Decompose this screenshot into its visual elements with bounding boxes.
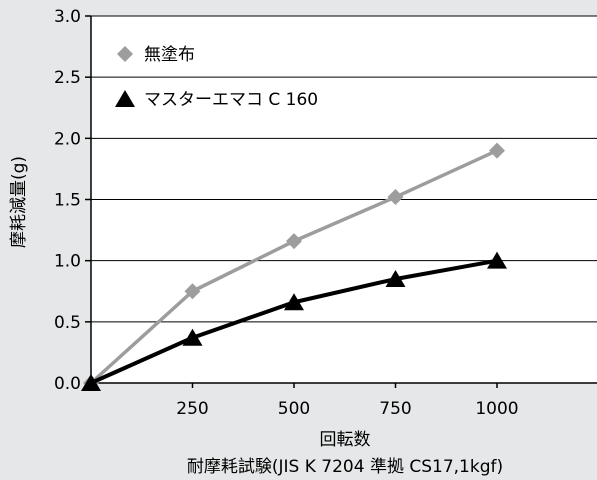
y-tick-label: 0.0 xyxy=(54,374,81,394)
diamond-marker xyxy=(286,233,302,250)
y-tick-label: 3.0 xyxy=(54,7,81,27)
triangle-marker xyxy=(115,90,135,107)
diamond-marker xyxy=(387,189,404,206)
y-tick-label: 1.0 xyxy=(54,252,81,272)
x-tick-label: 500 xyxy=(278,399,310,419)
x-tick-label: 750 xyxy=(379,399,411,419)
y-tick-label: 2.0 xyxy=(54,129,81,149)
x-tick-label: 1000 xyxy=(475,399,518,419)
y-axis-label: 摩耗減量(g) xyxy=(9,156,29,248)
series-2 xyxy=(81,251,507,391)
triangle-marker xyxy=(487,251,507,269)
diamond-marker xyxy=(489,142,505,159)
y-tick-label: 2.5 xyxy=(54,68,81,88)
triangle-marker xyxy=(182,328,203,346)
triangle-marker xyxy=(385,270,406,288)
y-tick-label: 0.5 xyxy=(54,313,81,333)
diamond-marker xyxy=(117,46,133,62)
triangle-marker xyxy=(81,374,101,391)
series-group xyxy=(81,142,507,391)
x-tick-label: 250 xyxy=(176,399,208,419)
triangle-marker xyxy=(284,293,304,311)
chart-caption: 耐摩耗試験(JIS K 7204 準拠 CS17,1kgf) xyxy=(187,457,503,477)
y-tick-labels: 0.0 0.5 1.0 1.5 2.0 2.5 3.0 xyxy=(54,7,91,394)
y-tick-label: 1.5 xyxy=(54,191,81,211)
legend-label: 無塗布 xyxy=(144,44,195,65)
x-axis-label: 回転数 xyxy=(320,430,371,450)
x-tick-labels: 250 500 750 1000 xyxy=(176,383,519,419)
legend-label: マスターエマコ C 160 xyxy=(144,90,318,110)
gridlines xyxy=(91,15,597,323)
diamond-marker xyxy=(184,283,201,300)
